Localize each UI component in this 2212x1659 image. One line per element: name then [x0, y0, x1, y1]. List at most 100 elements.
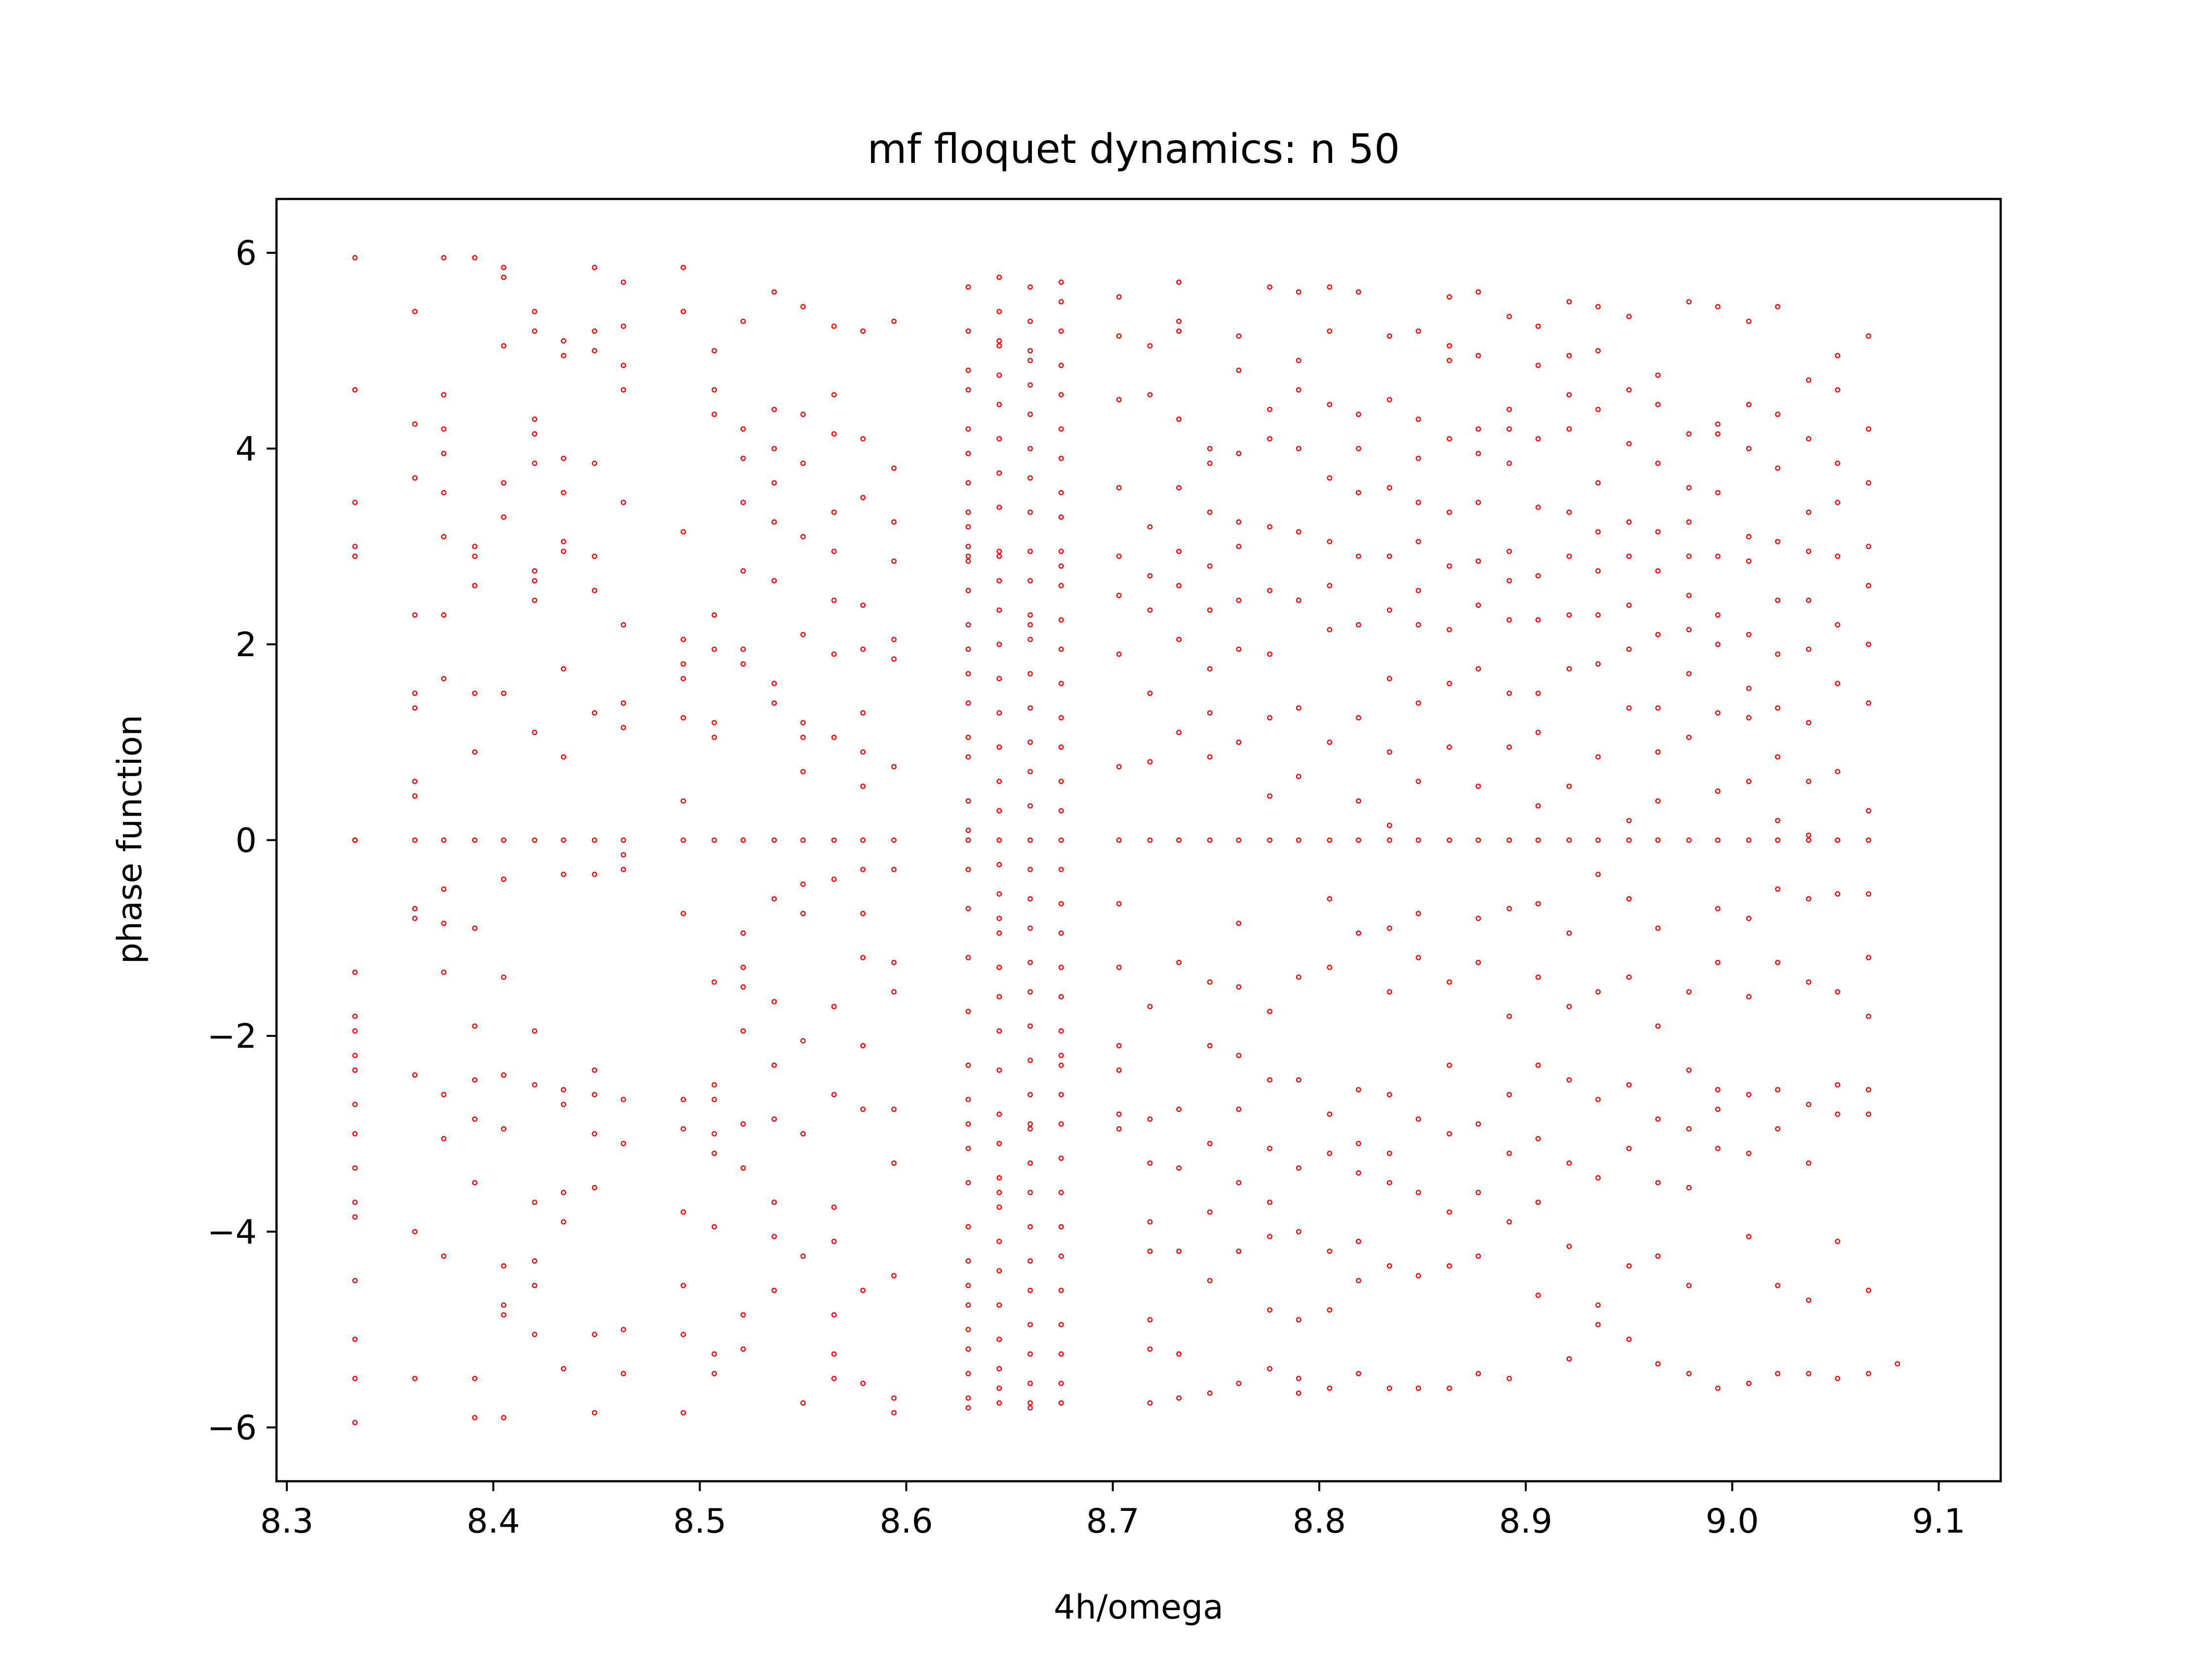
- data-point: [1327, 328, 1333, 334]
- data-point: [441, 392, 447, 397]
- data-point: [412, 793, 418, 799]
- data-point: [1027, 769, 1033, 775]
- data-point: [740, 837, 746, 843]
- data-point: [1176, 485, 1182, 491]
- data-point: [1327, 837, 1333, 843]
- data-point: [996, 862, 1002, 868]
- data-point: [1176, 416, 1182, 422]
- data-point: [472, 690, 477, 696]
- data-point: [1176, 1395, 1182, 1401]
- data-point: [560, 837, 566, 843]
- data-point: [560, 754, 566, 760]
- data-point: [621, 867, 626, 872]
- data-point: [1416, 328, 1422, 334]
- data-point: [1116, 651, 1122, 657]
- data-point: [501, 1302, 507, 1308]
- data-point: [1535, 1199, 1541, 1205]
- data-point: [1715, 906, 1721, 911]
- data-point: [1686, 485, 1692, 491]
- data-point: [1655, 1180, 1661, 1185]
- data-point: [740, 1312, 746, 1318]
- data-point: [1236, 519, 1242, 525]
- data-point: [1626, 602, 1632, 608]
- data-point: [532, 1028, 538, 1034]
- data-point: [532, 460, 538, 466]
- data-point: [1686, 671, 1692, 676]
- data-point: [771, 680, 777, 686]
- data-point: [1775, 1126, 1780, 1132]
- data-point: [831, 509, 837, 515]
- data-point: [621, 622, 626, 628]
- data-point: [1296, 387, 1302, 393]
- data-point: [965, 867, 971, 872]
- data-point: [1327, 896, 1333, 902]
- data-point: [1416, 954, 1422, 960]
- data-point: [711, 1371, 717, 1377]
- data-point: [771, 289, 777, 295]
- data-point: [680, 1332, 686, 1338]
- data-point: [965, 1395, 971, 1401]
- data-point: [1806, 509, 1812, 515]
- x-tick-label: 8.4: [467, 1502, 520, 1541]
- data-point: [1835, 1111, 1841, 1117]
- data-point: [965, 1371, 971, 1377]
- data-point: [352, 387, 358, 393]
- data-point: [996, 1268, 1002, 1274]
- data-point: [1058, 901, 1064, 907]
- data-point: [1806, 549, 1812, 554]
- data-point: [472, 544, 477, 550]
- data-point: [501, 1263, 507, 1269]
- data-point: [1746, 446, 1752, 451]
- data-point: [1746, 1381, 1752, 1386]
- data-point: [1835, 1376, 1841, 1382]
- data-point: [711, 348, 717, 354]
- data-point: [1058, 1253, 1064, 1259]
- data-point: [1058, 1028, 1064, 1034]
- data-point: [800, 304, 806, 310]
- data-point: [1296, 357, 1302, 363]
- data-point: [965, 558, 971, 564]
- data-point: [1355, 411, 1361, 417]
- data-point: [1147, 1248, 1153, 1254]
- data-point: [891, 558, 897, 564]
- data-point: [1386, 485, 1392, 491]
- data-point: [1327, 1385, 1333, 1391]
- data-point: [891, 636, 897, 642]
- data-point: [441, 451, 447, 456]
- data-point: [1386, 1092, 1392, 1098]
- data-point: [965, 524, 971, 530]
- data-point: [965, 544, 971, 550]
- data-point: [592, 553, 597, 559]
- data-point: [501, 1312, 507, 1318]
- data-point: [996, 1204, 1002, 1210]
- y-tick-label: −6: [207, 1409, 257, 1448]
- data-point: [1775, 818, 1780, 824]
- data-point: [501, 265, 507, 271]
- data-point: [532, 1332, 538, 1338]
- data-point: [1595, 1097, 1601, 1103]
- x-tick-label: 9.0: [1705, 1502, 1759, 1541]
- data-point: [412, 705, 418, 711]
- data-point: [996, 1366, 1002, 1372]
- data-point: [1027, 1023, 1033, 1029]
- data-point: [831, 876, 837, 882]
- data-point: [1865, 583, 1871, 589]
- data-point: [1475, 784, 1481, 789]
- data-point: [352, 1013, 358, 1019]
- data-point: [1267, 284, 1272, 290]
- data-point: [1116, 1067, 1122, 1073]
- data-point: [1595, 837, 1601, 843]
- data-point: [1267, 837, 1272, 843]
- data-point: [1475, 500, 1481, 505]
- data-point: [412, 915, 418, 921]
- data-point: [1475, 1189, 1481, 1195]
- data-point: [441, 886, 447, 892]
- data-point: [831, 1312, 837, 1318]
- data-point: [1475, 1253, 1481, 1259]
- data-point: [1506, 1376, 1512, 1382]
- data-point: [1535, 901, 1541, 907]
- data-point: [1236, 739, 1242, 745]
- data-point: [1775, 597, 1780, 603]
- data-point: [891, 959, 897, 965]
- data-point: [532, 730, 538, 735]
